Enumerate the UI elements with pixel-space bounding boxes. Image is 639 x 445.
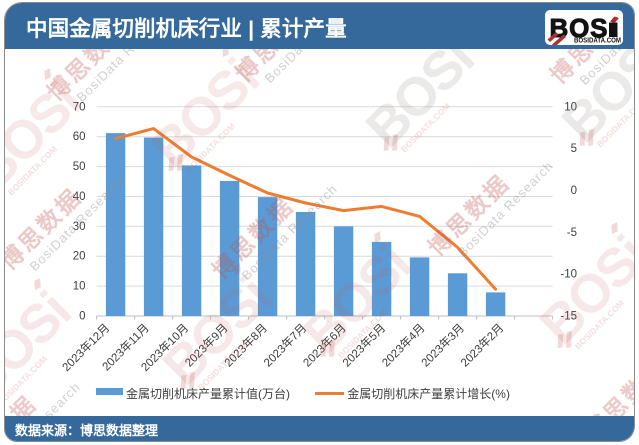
svg-text:60: 60 <box>73 131 86 143</box>
svg-text:30: 30 <box>73 221 86 233</box>
svg-text:0: 0 <box>79 311 85 323</box>
svg-text:2023年2月: 2023年2月 <box>458 321 507 370</box>
svg-text:10: 10 <box>73 281 86 293</box>
svg-text:-15: -15 <box>560 311 577 323</box>
svg-text:-10: -10 <box>560 269 577 281</box>
svg-text:5: 5 <box>571 143 577 155</box>
svg-text:0: 0 <box>571 185 577 197</box>
svg-text:70: 70 <box>73 101 86 113</box>
svg-text:40: 40 <box>73 191 86 203</box>
svg-text:20: 20 <box>73 251 86 263</box>
svg-text:BOSIDATA.COM: BOSIDATA.COM <box>574 38 621 45</box>
svg-text:10: 10 <box>564 101 577 113</box>
svg-text:50: 50 <box>73 161 86 173</box>
svg-text:BOS: BOS <box>550 13 608 43</box>
svg-text:-5: -5 <box>567 227 577 239</box>
